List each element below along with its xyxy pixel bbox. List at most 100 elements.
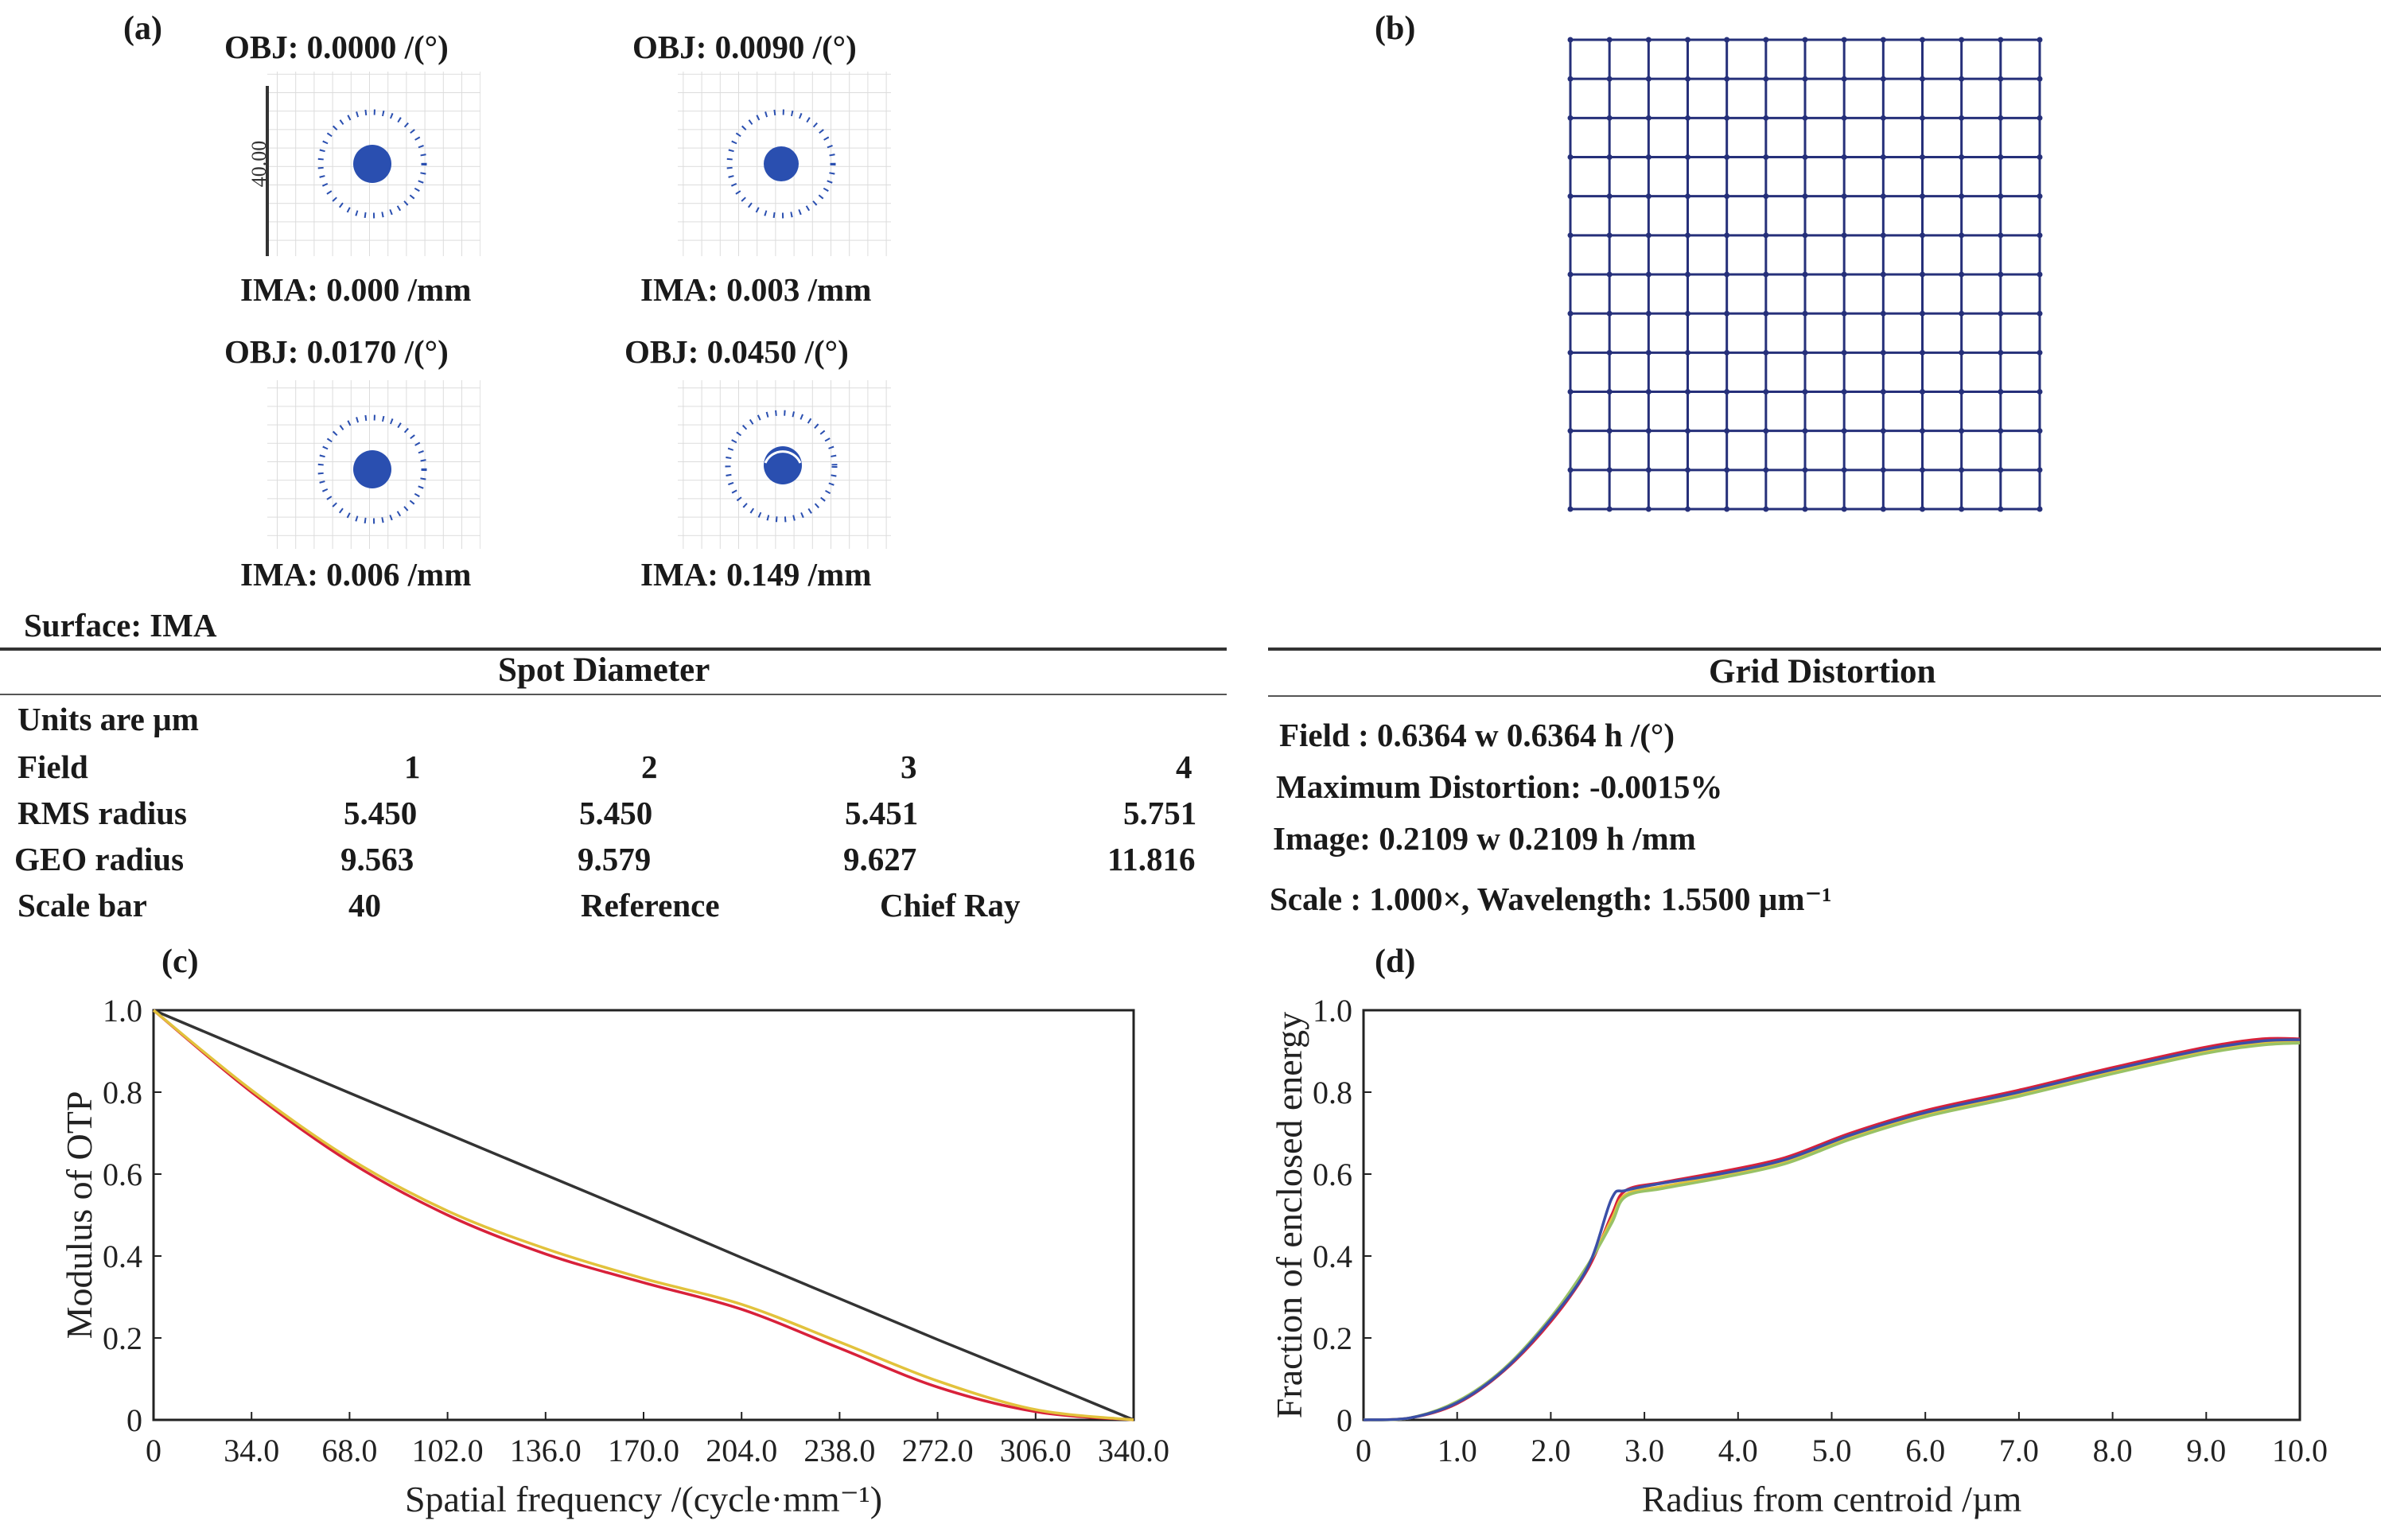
y-axis-label: Modulus of OTP [59, 1091, 99, 1340]
grid-node [1841, 115, 1847, 121]
spot-header-1: 1 [404, 749, 421, 785]
grid-image: Image: 0.2109 w 0.2109 h /mm [1273, 820, 1696, 857]
x-tick-label: 306.0 [1000, 1433, 1072, 1468]
spot-box-3 [267, 380, 480, 549]
x-tick-label: 1.0 [1438, 1433, 1477, 1468]
rms-label: RMS radius [18, 795, 188, 831]
grid-node [1998, 232, 2004, 239]
x-tick-label: 3.0 [1624, 1433, 1664, 1468]
grid-node [1841, 193, 1847, 200]
grid-node [1959, 37, 1965, 43]
spot-field-1-obj: OBJ: 0.0000 /(°) [224, 29, 449, 65]
spot-scale-label: 40.00 [247, 141, 270, 188]
spot-ring-2 [726, 109, 836, 219]
grid-node [2037, 193, 2043, 200]
plot-frame [1362, 1009, 2301, 1421]
grid-node [1685, 76, 1690, 82]
grid-node [1920, 193, 1925, 200]
grid-table-title: Grid Distortion [1709, 653, 1936, 690]
x-tick-label: 170.0 [608, 1433, 679, 1468]
series-line-field-3 [1363, 1041, 2301, 1421]
spot-field-1-ima: IMA: 0.000 /mm [240, 271, 472, 308]
x-tick-label: 10.0 [2272, 1433, 2328, 1468]
y-tick-label: 1.0 [1313, 993, 1352, 1029]
grid-node [1841, 310, 1847, 317]
grid-node [1880, 115, 1886, 121]
grid-node [1841, 271, 1847, 278]
geo-3: 9.627 [843, 841, 917, 877]
rms-3: 5.451 [845, 795, 919, 831]
grid-node [1724, 115, 1730, 121]
grid-distortion-plot [1567, 37, 2043, 512]
surface-label: Surface: IMA [24, 607, 217, 644]
grid-node [1567, 37, 1574, 43]
grid-node [1920, 154, 1925, 160]
series-line-diffraction-limit [153, 1009, 1134, 1421]
spot-core-3 [353, 450, 391, 488]
spot-units: Units are µm [18, 701, 199, 737]
grid-node [1998, 193, 2004, 200]
x-tick-label: 136.0 [510, 1433, 582, 1468]
x-tick-label: 4.0 [1718, 1433, 1758, 1468]
grid-table-rule-mid [1268, 695, 2381, 697]
spot-box-1 [267, 72, 480, 256]
spot-field-4-ima: IMA: 0.149 /mm [640, 556, 872, 593]
grid-node [1802, 76, 1808, 82]
spot-core-2 [764, 146, 799, 181]
x-tick-label: 5.0 [1812, 1433, 1852, 1468]
spot-field-4-obj: OBJ: 0.0450 /(°) [624, 333, 849, 370]
grid-node [1841, 154, 1847, 160]
grid-node [1880, 76, 1886, 82]
grid-node [2037, 428, 2043, 434]
spot-header-4: 4 [1176, 749, 1192, 785]
x-axis-label: Radius from centroid /µm [1642, 1479, 2022, 1519]
grid-node [1998, 349, 2004, 356]
grid-node [1841, 37, 1847, 43]
spot-field-2-obj: OBJ: 0.0090 /(°) [632, 29, 857, 65]
grid-field: Field : 0.6364 w 0.6364 h /(°) [1279, 717, 1675, 753]
scalebar-value: 40 [348, 887, 381, 924]
grid-node [1920, 37, 1925, 43]
grid-node [1841, 76, 1847, 82]
spot-field-3-obj: OBJ: 0.0170 /(°) [224, 333, 449, 370]
x-tick-label: 68.0 [321, 1433, 377, 1468]
grid-node [1685, 37, 1690, 43]
grid-node [2037, 349, 2043, 356]
grid-node [1920, 349, 1925, 356]
grid-node [2037, 467, 2043, 473]
grid-node [1998, 115, 2004, 121]
spot-core-1 [353, 145, 391, 183]
grid-node [1959, 428, 1965, 434]
panel-label-d: (d) [1375, 943, 1416, 980]
series-line-field-2 [1363, 1039, 2301, 1421]
grid-node [1880, 310, 1886, 317]
grid-node [1880, 349, 1886, 356]
grid-node [1920, 232, 1925, 239]
grid-node [1724, 193, 1730, 200]
spot-ring-1 [317, 109, 427, 219]
grid-node [1959, 193, 1965, 200]
grid-node [1920, 389, 1925, 395]
grid-node [1880, 271, 1886, 278]
series-line-field-1 [1363, 1036, 2301, 1421]
grid-node [1802, 232, 1808, 239]
grid-node [1998, 271, 2004, 278]
grid-node [2037, 232, 2043, 239]
x-tick-label: 340.0 [1098, 1433, 1169, 1468]
geo-4: 11.816 [1107, 841, 1196, 877]
grid-node [1685, 154, 1690, 160]
panel-label-c: (c) [161, 943, 199, 980]
grid-node [1802, 154, 1808, 160]
spot-header-field: Field [18, 749, 88, 785]
scalebar-reference: Reference [581, 887, 720, 924]
grid-node [1959, 389, 1965, 395]
y-tick-label: 0.8 [1313, 1075, 1352, 1110]
grid-node [1763, 37, 1769, 43]
grid-node [1802, 271, 1808, 278]
grid-node [1645, 37, 1652, 43]
grid-node [1959, 115, 1965, 121]
grid-node [1606, 76, 1613, 82]
grid-node [1645, 115, 1652, 121]
grid-node [1841, 232, 1847, 239]
y-tick-label: 0.2 [103, 1320, 142, 1356]
